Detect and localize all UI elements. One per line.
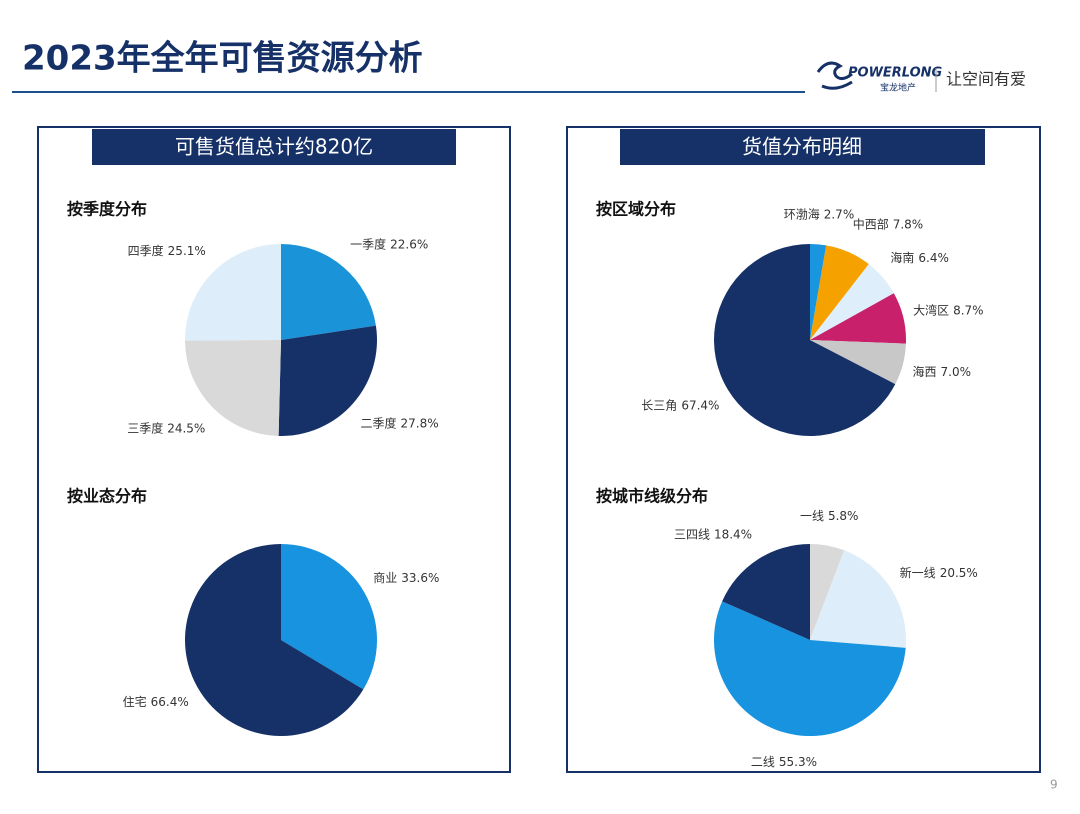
chart-title: 按区域分布 — [596, 200, 676, 219]
slice-label: 环渤海 2.7% — [784, 206, 855, 221]
slice-value-label: 66.4% — [151, 695, 189, 709]
panel-frame — [566, 126, 1041, 773]
slice-category: 大湾区 — [913, 302, 949, 317]
chart-title: 按季度分布 — [67, 200, 147, 219]
pie-slice — [810, 544, 845, 640]
slice-category: 四季度 — [128, 243, 164, 258]
slice-value-label: 22.6% — [390, 237, 428, 251]
pie-slice — [810, 245, 869, 340]
page-number: 9 — [1050, 778, 1058, 792]
slice-category: 商业 — [373, 569, 397, 584]
logo-brand: POWERLONG — [848, 66, 943, 81]
slice-category: 环渤海 — [784, 206, 820, 221]
slice-value-label: 5.8% — [828, 509, 859, 523]
slice-label: 一季度 22.6% — [350, 236, 428, 251]
pie-slice — [722, 544, 810, 640]
pie-slice — [185, 244, 281, 341]
slice-category: 一季度 — [350, 236, 386, 251]
slice-label: 四季度 25.1% — [128, 243, 206, 258]
slice-value-label: 27.8% — [401, 416, 439, 430]
slice-label: 二线 55.3% — [751, 755, 817, 769]
slice-value-label: 25.1% — [168, 244, 206, 258]
slice-label: 住宅 66.4% — [123, 694, 189, 709]
slice-category: 中西部 — [853, 216, 889, 231]
slice-category: 新一线 — [900, 564, 936, 579]
pie-slice — [810, 244, 827, 340]
slice-value-label: 24.5% — [167, 421, 205, 435]
pie-slice — [810, 264, 894, 340]
panel-title: 可售货值总计约820亿 — [175, 135, 373, 159]
logo-slogan: 让空间有爱 — [946, 70, 1026, 89]
slice-label: 大湾区 8.7% — [913, 302, 984, 317]
slice-label: 长三角 67.4% — [641, 398, 719, 412]
logo: POWERLONG 宝龙地产 让空间有爱 — [816, 61, 1026, 94]
slice-category: 三四线 — [674, 527, 710, 541]
slice-label: 三季度 24.5% — [127, 420, 205, 435]
slice-value-label: 2.7% — [824, 207, 855, 221]
slice-label: 海南 6.4% — [890, 249, 949, 264]
slice-value-label: 18.4% — [714, 527, 752, 541]
pie-slice — [810, 340, 906, 385]
chart-title: 按城市线级分布 — [596, 487, 708, 506]
logo-brand-cn: 宝龙地产 — [880, 82, 916, 94]
slice-category: 一线 — [800, 509, 824, 523]
slide-title: 2023年全年可售资源分析 — [22, 39, 423, 79]
chart-title: 按业态分布 — [67, 487, 147, 506]
slice-label: 二季度 27.8% — [361, 415, 439, 430]
slice-category: 长三角 — [641, 398, 677, 412]
slice-value-label: 67.4% — [681, 398, 719, 412]
slice-value-label: 33.6% — [401, 570, 439, 584]
pie-slice — [184, 544, 364, 736]
logo-mark — [816, 61, 853, 90]
pie-slice — [281, 544, 377, 690]
panel-header — [620, 129, 985, 165]
slice-label: 一线 5.8% — [800, 509, 859, 523]
panel-frame — [37, 126, 511, 773]
slice-category: 三季度 — [127, 420, 163, 435]
pie-slice — [278, 325, 377, 437]
slice-value-label: 20.5% — [940, 565, 978, 579]
slice-label: 海西 7.0% — [913, 364, 972, 379]
slice-label: 中西部 7.8% — [853, 216, 924, 231]
slice-category: 海西 — [913, 364, 937, 379]
pie-slice — [714, 244, 896, 437]
slice-value-label: 6.4% — [918, 250, 949, 264]
panel-header — [92, 129, 456, 165]
slice-category: 海南 — [890, 249, 914, 264]
slice-label: 三四线 18.4% — [674, 527, 752, 541]
slice-value-label: 8.7% — [953, 303, 984, 317]
pie-slice — [185, 340, 281, 436]
pie-slice — [810, 550, 906, 648]
slice-category: 住宅 — [123, 694, 147, 709]
slice-category: 二线 — [751, 755, 775, 769]
pie-slice — [714, 601, 906, 736]
pie-slice — [810, 293, 906, 344]
panel-title: 货值分布明细 — [742, 135, 862, 159]
slice-category: 二季度 — [361, 415, 397, 430]
slice-value-label: 7.0% — [941, 365, 972, 379]
slice-label: 新一线 20.5% — [900, 564, 978, 579]
slice-value-label: 55.3% — [779, 755, 817, 769]
pie-slice — [281, 244, 376, 340]
slice-value-label: 7.8% — [893, 217, 924, 231]
slice-label: 商业 33.6% — [373, 569, 439, 584]
